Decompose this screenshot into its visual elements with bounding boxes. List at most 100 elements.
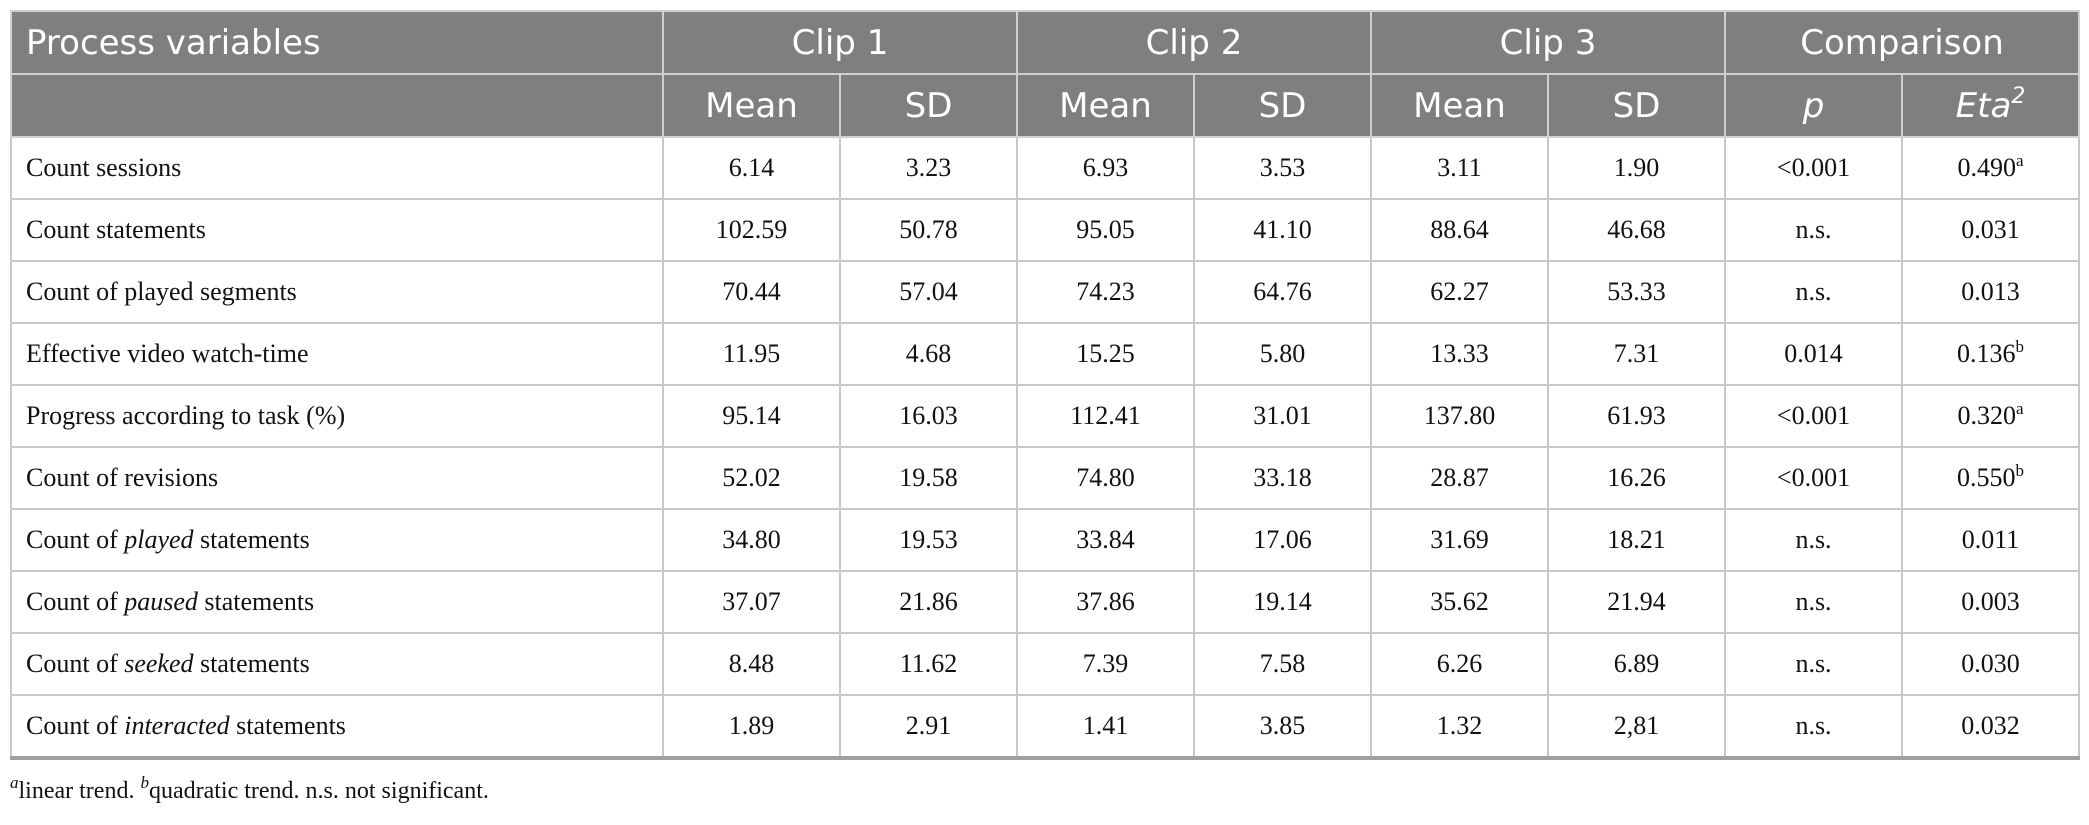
- clip3-mean-cell: 6.26: [1370, 632, 1549, 696]
- footnote-b-text: quadratic trend. n.s. not significant.: [148, 778, 489, 804]
- clip2-mean-cell: 74.80: [1016, 446, 1195, 510]
- clip3-mean-cell: 13.33: [1370, 322, 1549, 386]
- process-variable-cell: Count of played statements: [10, 508, 664, 572]
- clip1-mean-cell: 6.14: [662, 136, 841, 200]
- clip1-sd-cell: 16.03: [839, 384, 1018, 448]
- header-clip-3: Clip 3: [1370, 10, 1726, 75]
- header-eta-superscript: 2: [2011, 83, 2026, 109]
- p-value-cell: n.s.: [1724, 694, 1903, 760]
- table-row: Count of played segments 70.44 57.04 74.23 6…: [10, 260, 2081, 324]
- variable-label-emphasis: interacted: [124, 711, 230, 740]
- header-eta-label: Eta: [1955, 85, 2012, 126]
- process-variable-cell: Count statements: [10, 198, 664, 262]
- clip2-mean-cell: 15.25: [1016, 322, 1195, 386]
- header-clip-1: Clip 1: [662, 10, 1018, 75]
- clip2-sd-cell: 19.14: [1193, 570, 1372, 634]
- clip3-sd-cell: 7.31: [1547, 322, 1726, 386]
- eta-squared-cell: 0.003: [1900, 570, 2081, 634]
- clip2-sd-cell: 33.18: [1193, 446, 1372, 510]
- eta-squared-cell: 0.320a: [1900, 384, 2081, 448]
- process-variable-cell: Count of seeked statements: [10, 632, 664, 696]
- table-row: Progress according to task (%) 95.14 16.03…: [10, 384, 2081, 448]
- header-comparison: Comparison: [1723, 10, 2081, 75]
- clip1-mean-cell: 8.48: [662, 632, 841, 696]
- variable-label: Count statements: [26, 215, 206, 244]
- eta-value: 0.013: [1961, 277, 2020, 306]
- clip3-mean-cell: 88.64: [1370, 198, 1549, 262]
- table-row: Count of played statements 34.80 19.53 33.8…: [10, 508, 2081, 572]
- variable-label: Progress according to task (%): [26, 401, 346, 430]
- variable-label-suffix: statements: [197, 587, 315, 616]
- eta-value: 0.320: [1957, 401, 2016, 430]
- table-row: Count of paused statements 37.07 21.86 37.8…: [10, 570, 2081, 634]
- header-clip2-sd: SD: [1193, 73, 1372, 138]
- trend-superscript: b: [2015, 461, 2025, 480]
- p-value-cell: <0.001: [1724, 384, 1903, 448]
- p-value-cell: n.s.: [1724, 632, 1903, 696]
- clip3-sd-cell: 61.93: [1547, 384, 1726, 448]
- process-variable-cell: Count of paused statements: [10, 570, 664, 634]
- clip1-sd-cell: 19.58: [839, 446, 1018, 510]
- eta-value: 0.003: [1961, 587, 2020, 616]
- eta-squared-cell: 0.030: [1900, 632, 2081, 696]
- clip2-mean-cell: 95.05: [1016, 198, 1195, 262]
- clip2-sd-cell: 5.80: [1193, 322, 1372, 386]
- clip3-mean-cell: 31.69: [1370, 508, 1549, 572]
- variable-label-suffix: statements: [193, 525, 310, 554]
- eta-value: 0.032: [1961, 711, 2020, 740]
- footnote-b-mark: b: [140, 773, 149, 792]
- clip2-sd-cell: 64.76: [1193, 260, 1372, 324]
- variable-label: Count sessions: [26, 153, 182, 182]
- process-variable-cell: Progress according to task (%): [10, 384, 664, 448]
- clip1-mean-cell: 11.95: [662, 322, 841, 386]
- variable-label: Count of: [26, 525, 125, 554]
- clip1-mean-cell: 37.07: [662, 570, 841, 634]
- variable-label: Count of: [26, 711, 125, 740]
- variable-label-suffix: statements: [229, 711, 346, 740]
- clip1-mean-cell: 102.59: [662, 198, 841, 262]
- clip1-sd-cell: 3.23: [839, 136, 1018, 200]
- clip2-sd-cell: 17.06: [1193, 508, 1372, 572]
- clip1-mean-cell: 1.89: [662, 694, 841, 760]
- eta-value: 0.550: [1957, 463, 2016, 492]
- p-value-cell: <0.001: [1724, 446, 1903, 510]
- eta-value: 0.030: [1961, 649, 2020, 678]
- p-value-cell: n.s.: [1724, 260, 1903, 324]
- clip2-mean-cell: 112.41: [1016, 384, 1195, 448]
- clip3-sd-cell: 6.89: [1547, 632, 1726, 696]
- eta-squared-cell: 0.032: [1900, 694, 2081, 760]
- clip2-mean-cell: 37.86: [1016, 570, 1195, 634]
- table-footnote: alinear trend. bquadratic trend. n.s. no…: [10, 774, 2079, 805]
- clip2-mean-cell: 6.93: [1016, 136, 1195, 200]
- header-clip1-mean: Mean: [662, 73, 841, 138]
- clip3-mean-cell: 35.62: [1370, 570, 1549, 634]
- clip2-mean-cell: 1.41: [1016, 694, 1195, 760]
- process-variable-cell: Count sessions: [10, 136, 664, 200]
- p-value-cell: n.s.: [1724, 198, 1903, 262]
- footnote-a-text: linear trend.: [18, 778, 141, 804]
- header-clip-2: Clip 2: [1016, 10, 1372, 75]
- p-value-cell: n.s.: [1724, 508, 1903, 572]
- eta-value: 0.490: [1957, 153, 2016, 182]
- clip3-sd-cell: 18.21: [1547, 508, 1726, 572]
- clip2-mean-cell: 74.23: [1016, 260, 1195, 324]
- clip1-sd-cell: 50.78: [839, 198, 1018, 262]
- clip2-sd-cell: 31.01: [1193, 384, 1372, 448]
- eta-squared-cell: 0.136b: [1900, 322, 2081, 386]
- clip2-sd-cell: 7.58: [1193, 632, 1372, 696]
- clip2-sd-cell: 41.10: [1193, 198, 1372, 262]
- table-body: Count sessions 6.14 3.23 6.93 3.53 3.11 1.90 <0…: [10, 136, 2081, 760]
- clip1-sd-cell: 19.53: [839, 508, 1018, 572]
- eta-value: 0.136: [1957, 339, 2016, 368]
- header-clip3-sd: SD: [1547, 73, 1726, 138]
- clip1-mean-cell: 34.80: [662, 508, 841, 572]
- p-value-cell: <0.001: [1724, 136, 1903, 200]
- process-variables-table: Process variables Clip 1 Clip 2 Clip 3 C…: [10, 10, 2081, 760]
- variable-label: Count of revisions: [26, 463, 219, 492]
- eta-value: 0.031: [1961, 215, 2020, 244]
- variable-label-emphasis: played: [124, 525, 194, 554]
- process-variable-cell: Count of played segments: [10, 260, 664, 324]
- clip1-mean-cell: 95.14: [662, 384, 841, 448]
- clip3-sd-cell: 46.68: [1547, 198, 1726, 262]
- eta-squared-cell: 0.550b: [1900, 446, 2081, 510]
